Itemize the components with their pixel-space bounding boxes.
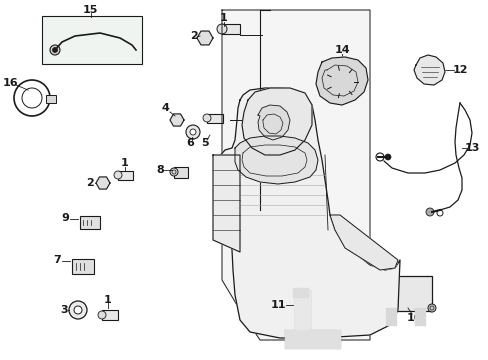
Circle shape — [335, 76, 347, 88]
Polygon shape — [242, 88, 311, 155]
Polygon shape — [414, 308, 424, 325]
Circle shape — [384, 154, 390, 160]
Bar — [42, 16, 142, 64]
Text: 1: 1 — [121, 158, 129, 168]
Polygon shape — [197, 31, 213, 45]
Text: 15: 15 — [82, 5, 98, 15]
Circle shape — [114, 171, 122, 179]
Circle shape — [427, 304, 435, 312]
Circle shape — [50, 45, 60, 55]
Text: 6: 6 — [185, 138, 194, 148]
Polygon shape — [170, 114, 183, 126]
Bar — [102, 310, 118, 320]
Text: 4: 4 — [161, 103, 168, 113]
Circle shape — [203, 114, 210, 122]
Polygon shape — [385, 308, 395, 325]
Text: 2: 2 — [190, 31, 198, 41]
Circle shape — [170, 168, 178, 176]
Text: 13: 13 — [464, 143, 479, 153]
Circle shape — [52, 48, 58, 53]
Polygon shape — [96, 177, 110, 189]
Bar — [72, 259, 94, 274]
Text: 12: 12 — [451, 65, 467, 75]
Bar — [80, 216, 100, 229]
Bar — [381, 276, 431, 311]
Circle shape — [217, 24, 226, 34]
Text: 16: 16 — [2, 78, 18, 88]
Polygon shape — [315, 57, 367, 105]
Polygon shape — [413, 55, 444, 85]
Text: 9: 9 — [61, 213, 69, 223]
Circle shape — [69, 301, 87, 319]
Bar — [174, 167, 187, 178]
Text: 5: 5 — [201, 138, 208, 148]
Polygon shape — [294, 290, 309, 345]
Polygon shape — [285, 330, 339, 348]
Polygon shape — [292, 288, 307, 297]
Polygon shape — [329, 215, 397, 270]
Bar — [222, 24, 240, 34]
Text: 7: 7 — [53, 255, 61, 265]
Bar — [118, 171, 133, 180]
Text: 1: 1 — [220, 13, 227, 23]
Polygon shape — [258, 105, 289, 140]
Text: 11: 11 — [270, 300, 285, 310]
Circle shape — [217, 232, 224, 240]
Polygon shape — [235, 136, 317, 184]
Circle shape — [98, 311, 106, 319]
Text: 14: 14 — [333, 45, 349, 55]
Bar — [46, 95, 56, 103]
Text: 8: 8 — [156, 165, 163, 175]
Circle shape — [425, 208, 433, 216]
Text: 1: 1 — [104, 295, 112, 305]
Circle shape — [190, 129, 196, 135]
Polygon shape — [213, 155, 240, 252]
Circle shape — [185, 125, 200, 139]
Circle shape — [74, 306, 82, 314]
Polygon shape — [222, 10, 369, 340]
Polygon shape — [215, 88, 399, 338]
Bar — [218, 230, 234, 242]
Bar — [206, 114, 223, 123]
Text: 3: 3 — [60, 305, 68, 315]
Text: 10: 10 — [406, 313, 421, 323]
Text: 2: 2 — [86, 178, 94, 188]
